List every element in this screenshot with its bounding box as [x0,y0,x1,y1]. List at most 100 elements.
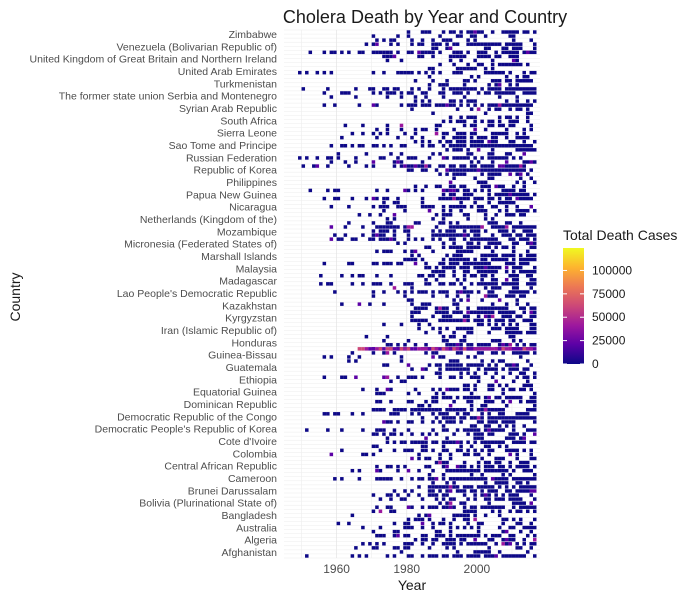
heatmap-cell [483,286,488,290]
heatmap-cell [392,217,397,221]
heatmap-cell [406,347,411,351]
heatmap-cell [518,156,523,160]
heatmap-cell [448,521,453,526]
heatmap-cell [487,91,491,95]
heatmap-cell [487,54,491,59]
heatmap-cell [522,148,526,152]
heatmap-cell [448,395,453,400]
heatmap-cell [494,50,498,55]
heatmap-cell [487,383,491,388]
heatmap-cell [326,188,330,193]
heatmap-cell [480,87,484,91]
heatmap-cell [508,318,512,323]
heatmap-cell [529,477,533,481]
heatmap-cell [487,420,491,424]
heatmap-cell [413,95,418,99]
heatmap-cell [452,537,456,542]
heatmap-cell [371,144,376,148]
heatmap-cell [525,79,530,83]
heatmap-cell [350,261,355,266]
heatmap-cell [452,318,456,323]
heatmap-cell [427,493,432,497]
heatmap-cell [487,200,491,205]
heatmap-cell [424,533,428,538]
heatmap-cell [522,416,526,420]
heatmap-cell [508,473,512,477]
heatmap-cell [455,428,460,432]
heatmap-cell [522,318,526,323]
heatmap-cell [375,273,379,278]
heatmap-cell [522,412,526,416]
heatmap-cell [441,521,446,526]
heatmap-cell [441,318,446,323]
heatmap-cell [427,103,432,107]
heatmap-cell [504,204,509,209]
heatmap-cell [532,343,537,347]
heatmap-cell [497,229,502,233]
heatmap-cell [441,448,446,453]
heatmap-cell [438,139,442,144]
heatmap-cell [448,221,453,225]
heatmap-cell [487,261,491,266]
heatmap-cell [494,253,498,258]
heatmap-cell [438,42,442,46]
heatmap-cell [375,144,379,148]
heatmap-cell [371,546,376,550]
heatmap-cell [508,387,512,392]
heatmap-cell [487,119,491,124]
heatmap-cell [487,168,491,172]
heatmap-cell [522,537,526,542]
heatmap-cell [466,241,470,245]
heatmap-cell [343,375,348,379]
heatmap-cell [378,225,383,229]
heatmap-cell [480,54,484,59]
heatmap-cell [494,172,498,176]
heatmap-cell [490,204,495,209]
heatmap-cell [322,375,327,379]
heatmap-cell [511,537,516,542]
heatmap-cell [494,322,498,327]
heatmap-cell [497,119,502,124]
heatmap-cell [336,156,341,160]
heatmap-cell [476,241,481,245]
heatmap-cell [459,343,463,347]
heatmap-cell [382,204,386,209]
heatmap-cell [455,343,460,347]
heatmap-cell [438,489,442,493]
heatmap-cell [392,448,397,453]
heatmap-cell [406,156,411,160]
heatmap-cell [508,334,512,339]
heatmap-cell [515,481,519,485]
heatmap-cell [494,326,498,331]
heatmap-cell [476,521,481,526]
heatmap-cell [441,164,446,168]
heatmap-cell [487,367,491,371]
heatmap-cell [396,241,400,245]
heatmap-cell [424,30,428,34]
heatmap-cell [350,273,355,278]
heatmap-cell [466,42,470,46]
heatmap-cell [466,517,470,522]
heatmap-cell [455,66,460,71]
heatmap-cell [480,204,484,209]
heatmap-cell [441,245,446,250]
heatmap-cell [459,298,463,302]
heatmap-cell [508,152,512,156]
heatmap-cell [511,54,516,59]
heatmap-cell [441,517,446,522]
heatmap-cell [452,62,456,67]
heatmap-cell [448,245,453,250]
heatmap-cell [445,42,449,46]
heatmap-cell [490,42,495,46]
heatmap-cell [441,241,446,245]
heatmap-cell [480,62,484,67]
heatmap-cell [382,533,386,538]
heatmap-cell [466,38,470,42]
heatmap-cell [469,347,474,351]
heatmap-cell [529,245,533,250]
heatmap-cell [441,493,446,497]
heatmap-cell [396,70,400,75]
heatmap-cell [445,79,449,83]
heatmap-cell [497,497,502,501]
heatmap-cell [459,542,463,546]
